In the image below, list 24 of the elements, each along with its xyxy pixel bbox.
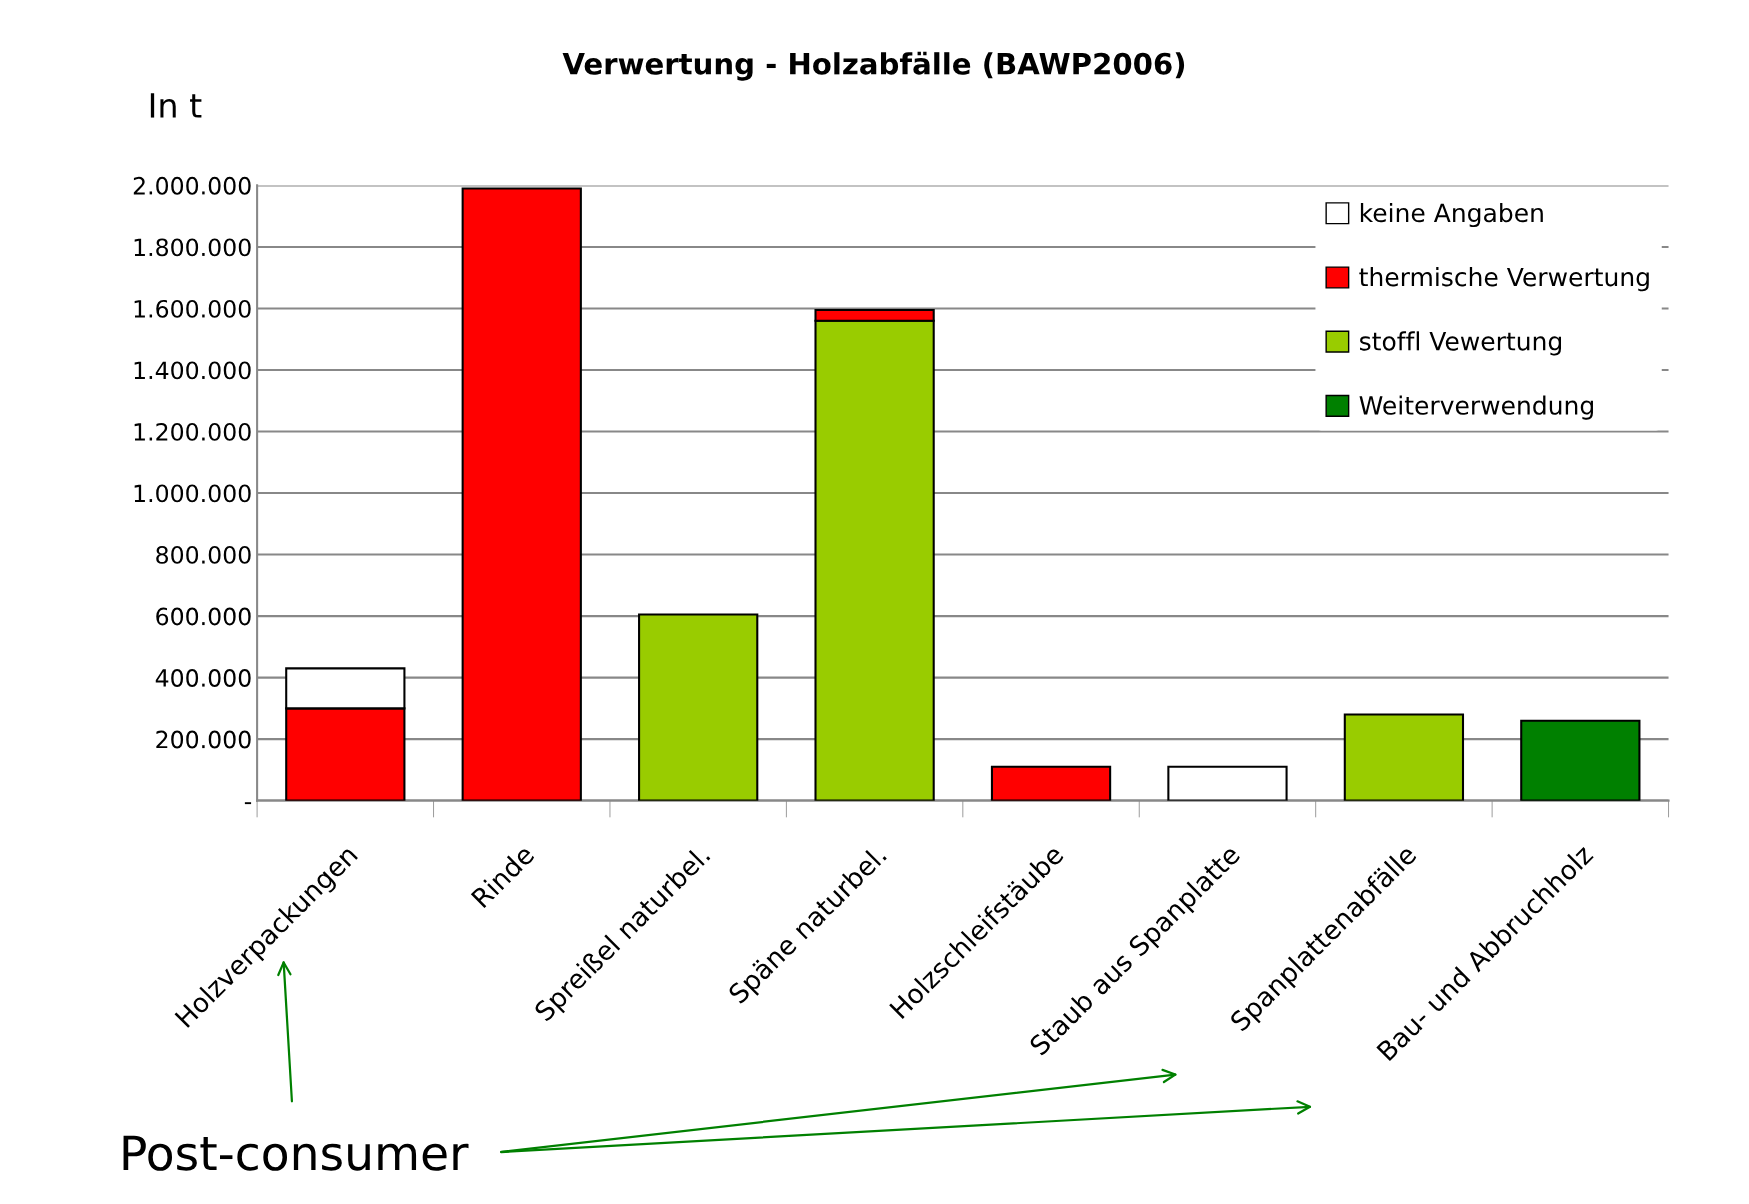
y-tick-label: 200.000 (156, 730, 251, 749)
y-tick-label: 1.800.000 (134, 238, 251, 257)
y-tick-label: 600.000 (156, 607, 251, 626)
legend-label: stoffl Vewertung (1360, 331, 1562, 356)
bar (1167, 765, 1288, 801)
bar (1520, 719, 1641, 801)
y-tick-label: 1.600.000 (134, 299, 251, 318)
y-tick-label: 1.200.000 (134, 422, 251, 441)
bar (1343, 713, 1465, 801)
legend-label: Weiterverwendung (1359, 395, 1593, 420)
text: Post-consumer (123, 1135, 469, 1171)
y-tick-label: 400.000 (155, 669, 251, 687)
y-tick-label: 1.400.000 (134, 361, 251, 380)
chart-title: Verwertung - Holzabfälle (BAWP2006) (562, 51, 1185, 81)
bar (461, 187, 582, 801)
y-axis-title: In t (150, 93, 202, 118)
bar (638, 613, 759, 801)
legend-label: thermische Verwertung (1359, 267, 1649, 292)
y-tick-label: 800.000 (156, 546, 251, 564)
legend-label: keine Angaben (1360, 202, 1543, 228)
y-tick-label: 2.000.000 (133, 176, 251, 195)
y-tick-label: - (244, 802, 252, 805)
bar (990, 765, 1112, 801)
y-tick-label: 1.000.000 (134, 484, 251, 503)
